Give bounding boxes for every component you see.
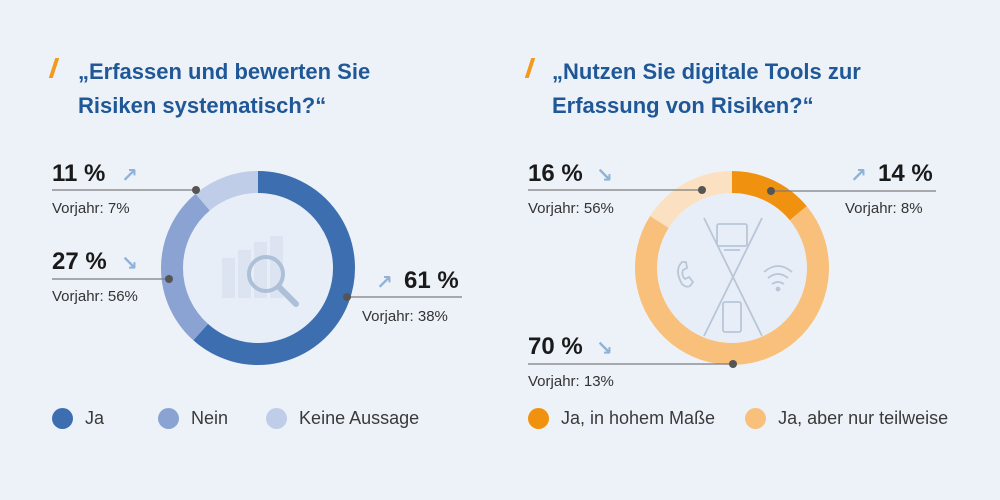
arrow-down-icon: ↘ xyxy=(596,165,613,187)
arrow-up-icon: ↗ xyxy=(376,272,393,294)
legend-label: Ja xyxy=(85,408,105,428)
previous-year-ja-teilweise: Vorjahr: 13% xyxy=(528,373,614,390)
legend-item-nein: Nein xyxy=(158,408,228,429)
chart-title: „Erfassen und bewerten Sie Risiken syste… xyxy=(78,55,370,123)
chart-title: „Nutzen Sie digitale Tools zur Erfassung… xyxy=(552,55,861,123)
legend-label: Ja, aber nur teilweise xyxy=(778,408,949,428)
donut-center xyxy=(657,193,807,343)
legend-item-ja-teilweise: Ja, aber nur teilweise xyxy=(745,408,948,429)
arrow-down-icon: ↘ xyxy=(596,338,613,360)
previous-year-nein: Vorjahr: 56% xyxy=(52,288,138,305)
donut-slice-keine-aussage xyxy=(195,171,259,211)
legend-item-ja: Ja xyxy=(52,408,104,429)
slice-label-ja-teilweise: 70 % xyxy=(528,333,583,360)
slice-label-ja-in-hohem-masse: 14 % xyxy=(878,160,933,187)
arrow-up-icon: ↗ xyxy=(121,165,138,187)
donut-slice-unlabeled xyxy=(650,171,733,229)
chart-title-line-1: „Erfassen und bewerten Sie xyxy=(78,59,371,84)
donut-chart xyxy=(528,171,936,368)
legend-label: Keine Aussage xyxy=(299,408,420,428)
chart-panel-digital-tools: „Nutzen Sie digitale Tools zur Erfassung… xyxy=(500,0,1000,500)
legend-item-ja-in-hohem-masse: Ja, in hohem Maße xyxy=(528,408,715,429)
legend-swatch xyxy=(52,408,73,429)
chart-title-line-1: „Nutzen Sie digitale Tools zur xyxy=(552,59,861,84)
chart-title-line-2: Erfassung von Risiken?“ xyxy=(552,93,814,118)
digital-devices-icon xyxy=(677,217,793,337)
chart-legend: Ja, in hohem Maße Ja, aber nur teilweise xyxy=(528,408,978,429)
legend-label: Ja, in hohem Maße xyxy=(561,408,716,428)
chart-legend: Ja Nein Keine Aussage xyxy=(52,408,449,429)
legend-swatch xyxy=(158,408,180,429)
slice-label-not-shown-in-legend: 16 % xyxy=(528,160,583,187)
arrow-up-icon: ↗ xyxy=(850,165,867,187)
previous-year-ja-in-hohem-masse: Vorjahr: 8% xyxy=(845,200,923,217)
slice-label-nein: 27 % xyxy=(52,248,107,275)
previous-year-ja: Vorjahr: 38% xyxy=(362,308,448,325)
previous-year-not-shown-in-legend: Vorjahr: 56% xyxy=(528,200,614,217)
slice-label-ja: 61 % xyxy=(404,267,459,294)
chart-title-line-2: Risiken systematisch?“ xyxy=(78,93,327,118)
donut-chart xyxy=(52,171,462,365)
donut-slice-ja-aber-nur-teilweise xyxy=(635,206,829,365)
legend-label: Nein xyxy=(191,408,229,428)
donut-slice-nein xyxy=(161,193,211,341)
legend-swatch xyxy=(266,408,288,429)
legend-swatch xyxy=(528,408,549,429)
donut-slice-ja xyxy=(193,171,355,365)
slice-label-keine-aussage: 11 % xyxy=(52,160,106,187)
legend-swatch xyxy=(745,408,767,429)
chart-panel-risk-assessment: „Erfassen und bewerten Sie Risiken syste… xyxy=(48,55,462,429)
previous-year-keine-aussage: Vorjahr: 7% xyxy=(52,200,130,217)
arrow-down-icon: ↘ xyxy=(121,253,138,275)
legend-item-keine-aussage: Keine Aussage xyxy=(266,408,419,429)
chart-magnifier-icon xyxy=(222,236,299,307)
